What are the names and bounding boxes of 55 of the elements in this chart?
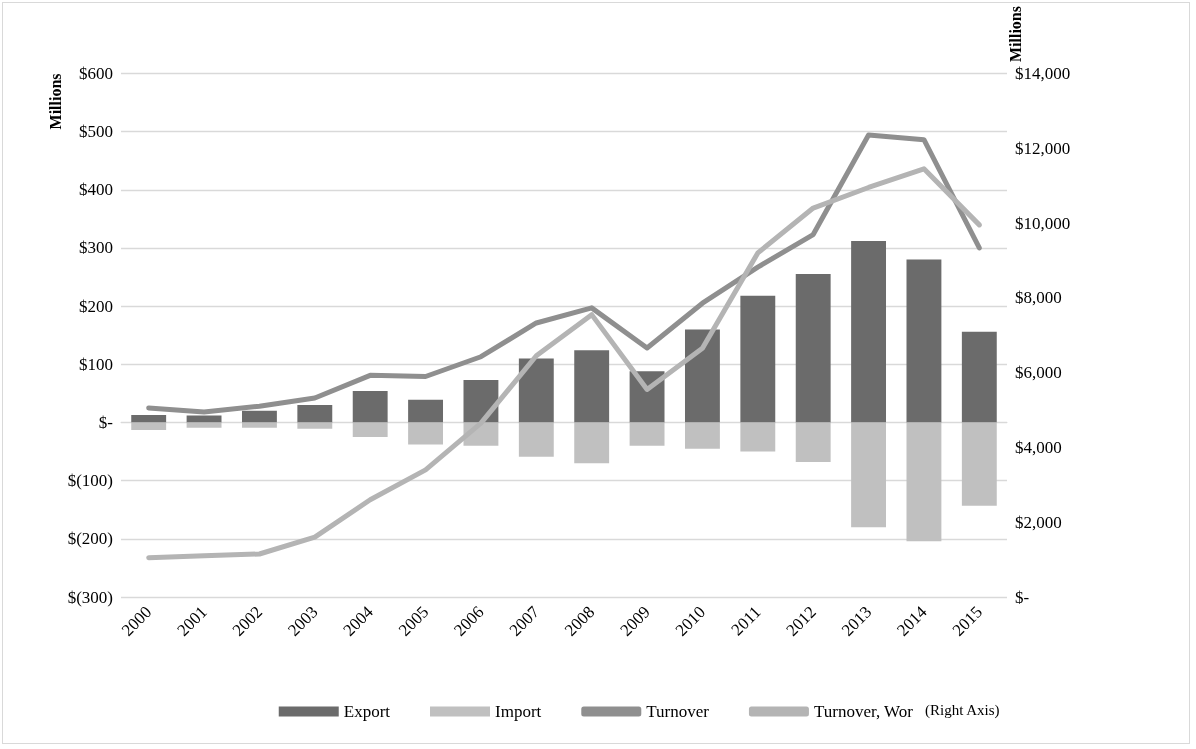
bar	[352, 422, 388, 438]
bar	[408, 399, 444, 423]
bar	[131, 414, 167, 423]
bar	[241, 422, 277, 428]
bar	[961, 331, 997, 423]
bar	[740, 422, 776, 452]
text: (Right Axis)	[925, 702, 1000, 719]
bar	[518, 358, 554, 423]
y2-tick-label: $4,000	[1015, 437, 1062, 457]
y2-tick-label: $2,000	[1015, 512, 1062, 532]
bar	[352, 391, 388, 423]
bar	[906, 259, 942, 423]
y-tick-label: $-	[98, 412, 114, 432]
bar	[297, 422, 333, 429]
y-tick-label: $400	[79, 180, 113, 200]
y2-tick-label: $14,000	[1015, 63, 1071, 83]
bar	[795, 274, 831, 423]
y2-tick-label: $-	[1015, 587, 1030, 607]
y-tick-label: $200	[79, 296, 113, 316]
legend-label: Export	[343, 702, 391, 721]
y2-tick-label: $10,000	[1015, 213, 1071, 233]
y2-tick-label: $12,000	[1015, 138, 1071, 158]
bar	[629, 422, 665, 446]
bar	[518, 422, 554, 457]
y-axis-title: Millions	[46, 73, 64, 130]
y2-tick-label: $8,000	[1015, 288, 1062, 308]
legend-label: Turnover, Wor	[813, 702, 914, 721]
y-tick-label: $500	[79, 122, 113, 142]
bar	[463, 380, 499, 423]
y-tick-label: $100	[79, 354, 113, 374]
y-tick-label: $600	[79, 63, 113, 83]
bar	[574, 350, 610, 423]
bar	[241, 410, 277, 423]
bar	[131, 422, 167, 431]
bar	[851, 240, 887, 423]
bar	[186, 422, 222, 428]
y-tick-label: $300	[79, 238, 113, 258]
bar	[684, 329, 720, 423]
y2-tick-label: $6,000	[1015, 363, 1062, 383]
y2-axis-title: Millions	[1006, 6, 1024, 63]
bar	[961, 422, 997, 506]
bar	[297, 405, 333, 423]
bar	[408, 422, 444, 445]
bar	[574, 422, 610, 464]
legend-label: Turnover	[646, 702, 710, 721]
bar	[795, 422, 831, 463]
bar	[906, 422, 942, 542]
bar	[186, 415, 222, 423]
y-tick-label: $(200)	[67, 529, 113, 549]
bar	[740, 295, 776, 423]
y-tick-label: $(300)	[67, 587, 113, 607]
bar	[851, 422, 887, 528]
legend-label: Import	[495, 702, 542, 721]
y-tick-label: $(100)	[67, 471, 113, 491]
bar	[684, 422, 720, 449]
